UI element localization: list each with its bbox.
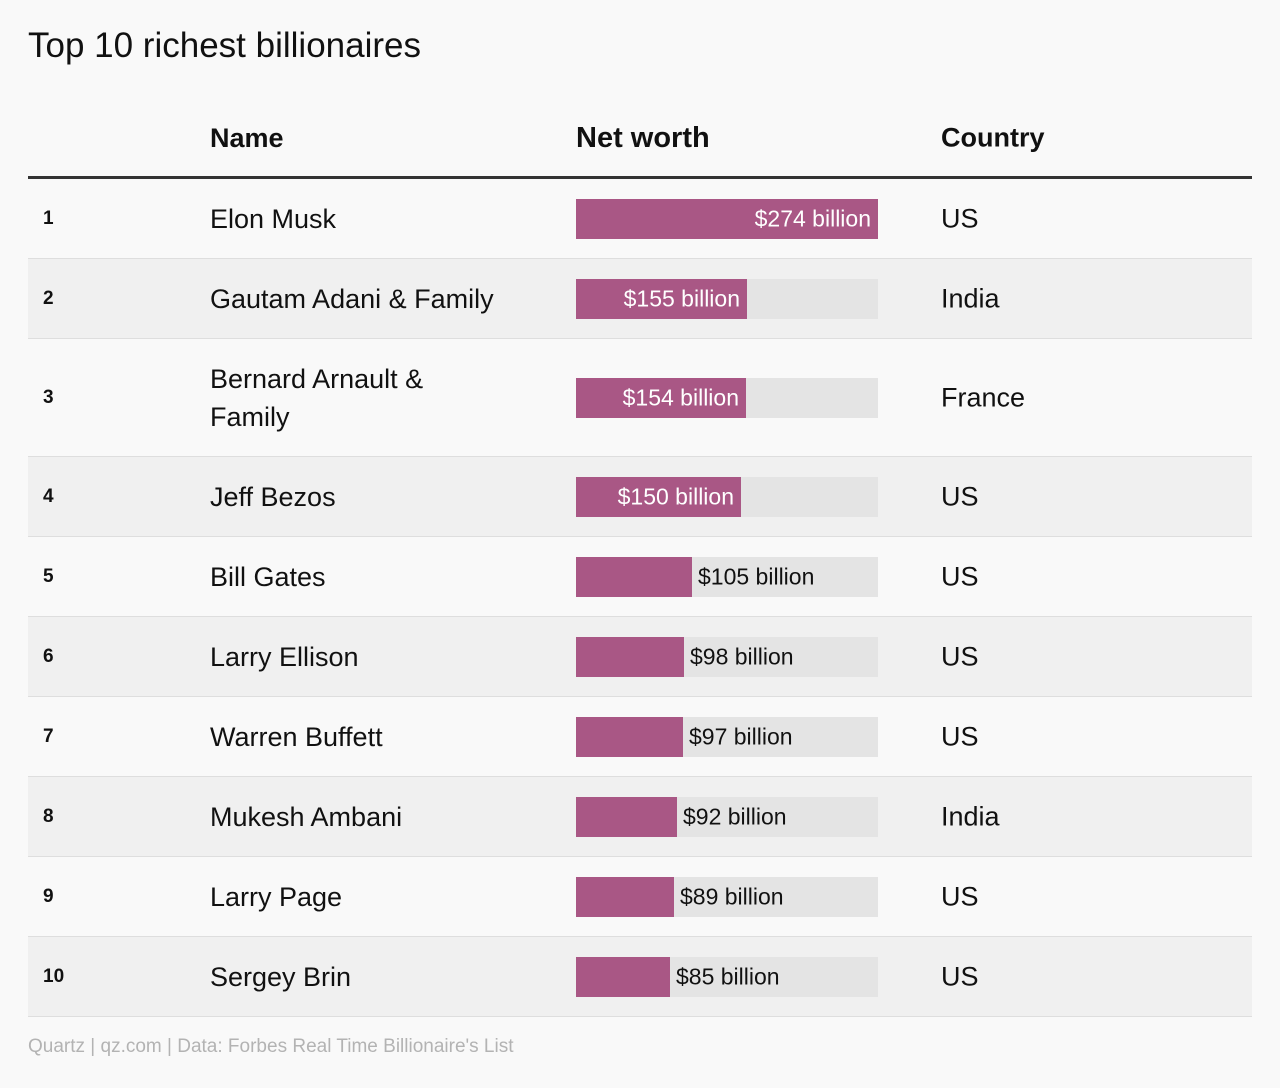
net-worth-bar-track: $85 billion <box>576 956 878 997</box>
net-worth-bar <box>576 476 741 517</box>
table-row: 2 Gautam Adani & Family $155 billion India <box>28 259 1252 339</box>
net-worth-bar <box>576 198 878 239</box>
table-row: 1 Elon Musk $274 billion US <box>28 179 1252 259</box>
net-worth-label: $97 billion <box>689 723 793 749</box>
net-worth-bar <box>576 636 684 677</box>
column-header-name: Name <box>210 123 284 153</box>
table-row: 9 Larry Page $89 billion US <box>28 857 1252 937</box>
table-body: 1 Elon Musk $274 billion US 2 Gautam Adani & … <box>28 179 1252 1017</box>
table-row: 7 Warren Buffett $97 billion US <box>28 697 1252 777</box>
country-cell: US <box>941 641 979 671</box>
country-cell: US <box>941 481 979 511</box>
net-worth-label: $98 billion <box>690 643 794 669</box>
net-worth-bar-track: $154 billion <box>576 377 878 418</box>
net-worth-bar <box>576 556 692 597</box>
country-cell: US <box>941 721 979 751</box>
net-worth-bar-track: $274 billion <box>576 198 878 239</box>
net-worth-label: $105 billion <box>698 563 815 589</box>
rank-cell: 1 <box>43 207 54 229</box>
country-cell: US <box>941 881 979 911</box>
country-cell: France <box>941 382 1026 412</box>
country-cell: India <box>941 801 1000 831</box>
column-header-net-worth: Net worth <box>576 122 710 154</box>
table-row: 4 Jeff Bezos $150 billion US <box>28 457 1252 537</box>
net-worth-bar-track: $150 billion <box>576 476 878 517</box>
net-worth-bar-track: $155 billion <box>576 278 878 319</box>
table-row: 10 Sergey Brin $85 billion US <box>28 937 1252 1017</box>
net-worth-bar-track: $105 billion <box>576 556 878 597</box>
table-header: Name Net worth Country <box>28 100 1252 179</box>
rank-cell: 6 <box>43 645 54 667</box>
rank-cell: 5 <box>43 565 54 587</box>
net-worth-bar-track: $92 billion <box>576 796 878 837</box>
name-cell: Elon Musk <box>210 203 337 234</box>
net-worth-label: $274 billion <box>754 205 871 231</box>
net-worth-bar <box>576 876 674 917</box>
net-worth-bar <box>576 796 677 837</box>
net-worth-bar <box>576 956 670 997</box>
name-cell: Larry Ellison <box>210 641 359 672</box>
table-row: 8 Mukesh Ambani $92 billion India <box>28 777 1252 857</box>
net-worth-label: $85 billion <box>676 963 780 989</box>
net-worth-label: $155 billion <box>623 285 740 311</box>
net-worth-bar <box>576 278 747 319</box>
rank-cell: 10 <box>43 965 65 987</box>
country-cell: US <box>941 961 979 991</box>
table-row: 5 Bill Gates $105 billion US <box>28 537 1252 617</box>
name-cell: Bernard Arnault & Family <box>210 363 424 432</box>
net-worth-label: $92 billion <box>683 803 787 829</box>
net-worth-label: $150 billion <box>617 483 734 509</box>
table-row: 6 Larry Ellison $98 billion US <box>28 617 1252 697</box>
name-cell: Mukesh Ambani <box>210 801 403 832</box>
billionaires-table: Name Net worth Country 1 Elon Musk $274 bi… <box>28 100 1252 1017</box>
name-cell: Gautam Adani & Family <box>210 283 494 314</box>
net-worth-label: $89 billion <box>680 883 784 909</box>
net-worth-bar <box>576 716 683 757</box>
net-worth-bar-track: $89 billion <box>576 876 878 917</box>
country-cell: US <box>941 203 979 233</box>
rank-cell: 8 <box>43 805 54 827</box>
chart-title: Top 10 richest billionaires <box>28 26 421 65</box>
column-header-country: Country <box>941 122 1045 153</box>
net-worth-bar-track: $98 billion <box>576 636 878 677</box>
table-row: 3 Bernard Arnault & Family $154 billion Fra… <box>28 339 1252 457</box>
rank-cell: 2 <box>43 287 54 309</box>
name-cell: Bill Gates <box>210 561 326 592</box>
source-footer: Quartz | qz.com | Data: Forbes Real Time… <box>28 1036 514 1057</box>
name-cell: Sergey Brin <box>210 961 352 992</box>
name-cell: Jeff Bezos <box>210 481 336 512</box>
net-worth-bar-track: $97 billion <box>576 716 878 757</box>
rank-cell: 3 <box>43 386 54 408</box>
rank-cell: 7 <box>43 725 54 747</box>
country-cell: US <box>941 561 979 591</box>
net-worth-bar <box>576 377 746 418</box>
name-cell: Larry Page <box>210 881 343 912</box>
name-cell: Warren Buffett <box>210 721 383 752</box>
rank-cell: 9 <box>43 885 54 907</box>
rank-cell: 4 <box>43 485 54 507</box>
net-worth-label: $154 billion <box>622 384 739 410</box>
country-cell: India <box>941 283 1000 313</box>
